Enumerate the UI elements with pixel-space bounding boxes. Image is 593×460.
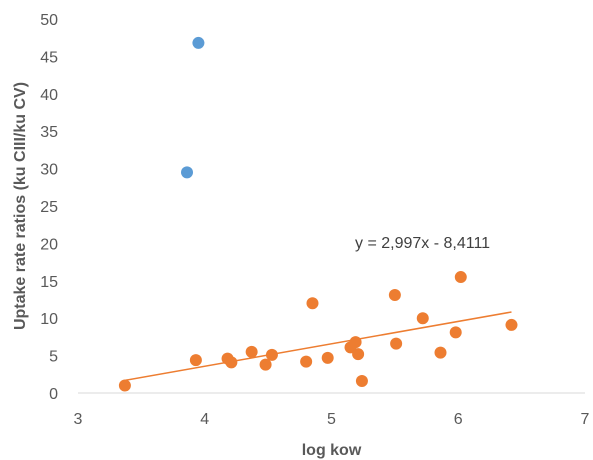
data-point-series-1 bbox=[245, 345, 258, 358]
y-tick-label: 25 bbox=[40, 199, 58, 216]
data-point-series-1 bbox=[416, 312, 429, 325]
y-tick-label: 40 bbox=[40, 87, 58, 104]
trendline bbox=[124, 311, 512, 382]
y-tick-label: 5 bbox=[49, 349, 58, 366]
x-tick-label: 6 bbox=[454, 411, 463, 428]
x-tick-label: 4 bbox=[200, 411, 209, 428]
y-tick-label: 15 bbox=[40, 274, 58, 291]
plot-area bbox=[78, 19, 585, 393]
y-tick-label: 0 bbox=[49, 386, 58, 403]
x-tick-label: 7 bbox=[581, 411, 590, 428]
y-tick-label: 30 bbox=[40, 162, 58, 179]
data-point-series-1 bbox=[306, 297, 319, 310]
y-tick-label: 20 bbox=[40, 236, 58, 253]
data-point-series-1 bbox=[454, 271, 467, 284]
data-point-series-1 bbox=[349, 336, 362, 349]
trendline-equation-label: y = 2,997x - 8,4111 bbox=[355, 235, 490, 252]
data-point-series-1 bbox=[259, 358, 272, 371]
data-point-series-1 bbox=[352, 348, 365, 361]
data-point-series-1 bbox=[189, 354, 202, 367]
data-point-series-1 bbox=[390, 337, 403, 350]
data-point-series-1 bbox=[449, 326, 462, 339]
data-point-series-0 bbox=[181, 166, 194, 179]
data-point-series-0 bbox=[192, 36, 205, 49]
data-point-series-1 bbox=[265, 348, 278, 361]
data-point-series-1 bbox=[225, 356, 238, 369]
data-point-series-1 bbox=[388, 289, 401, 302]
data-point-series-1 bbox=[434, 346, 447, 359]
x-tick-label: 3 bbox=[74, 411, 83, 428]
data-point-series-1 bbox=[321, 351, 334, 364]
x-tick-label: 5 bbox=[327, 411, 336, 428]
y-tick-label: 45 bbox=[40, 49, 58, 66]
data-point-series-1 bbox=[505, 318, 518, 331]
data-point-series-1 bbox=[355, 375, 368, 388]
y-tick-label: 50 bbox=[40, 12, 58, 29]
data-point-series-1 bbox=[300, 355, 313, 368]
y-tick-label: 10 bbox=[40, 311, 58, 328]
y-tick-label: 35 bbox=[40, 124, 58, 141]
x-axis-title: log kow bbox=[302, 442, 362, 459]
data-point-series-1 bbox=[118, 379, 131, 392]
y-axis-title: Uptake rate ratios (ku CIII/ku CV) bbox=[12, 82, 29, 330]
